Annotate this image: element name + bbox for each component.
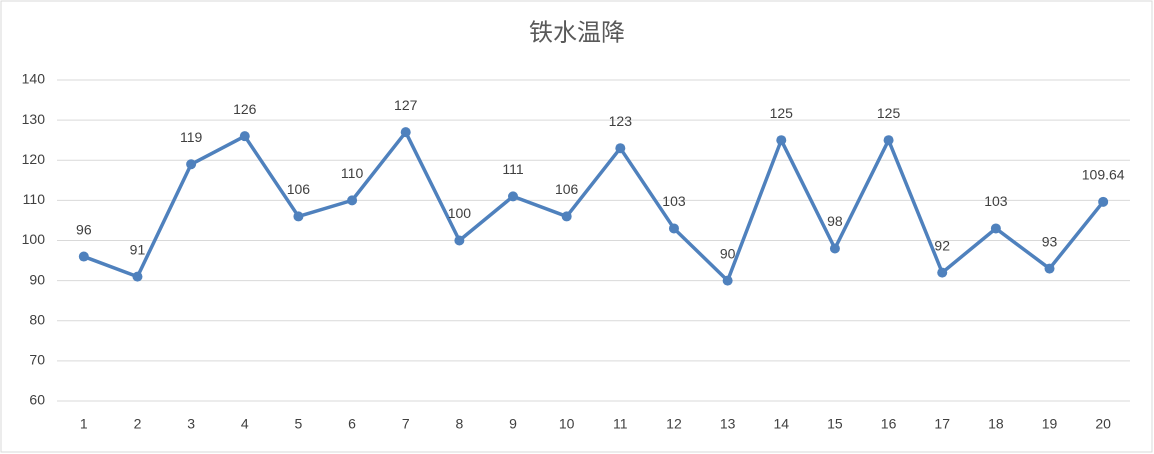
y-tick-label: 100: [22, 231, 46, 247]
y-tick-label: 80: [29, 311, 45, 327]
data-label: 106: [555, 181, 579, 197]
x-tick-label: 8: [455, 416, 463, 432]
point: [186, 159, 197, 170]
point: [400, 127, 411, 138]
data-label: 93: [1042, 233, 1058, 249]
x-tick-label: 13: [720, 416, 736, 432]
x-tick-label: 17: [934, 416, 950, 432]
x-tick-label: 20: [1095, 416, 1111, 432]
x-tick-label: 4: [241, 416, 249, 432]
point: [561, 211, 572, 222]
y-tick-label: 70: [29, 352, 45, 368]
x-tick-label: 3: [187, 416, 195, 432]
data-label: 98: [827, 213, 843, 229]
data-label: 91: [130, 241, 146, 257]
x-tick-label: 2: [134, 416, 142, 432]
x-tick-label: 14: [773, 416, 789, 432]
point: [508, 191, 519, 202]
point: [615, 143, 626, 154]
y-tick-label: 120: [22, 151, 46, 167]
data-label: 126: [233, 101, 257, 117]
x-tick-label: 11: [613, 416, 628, 432]
point: [937, 267, 948, 278]
y-tick-label: 60: [29, 392, 45, 408]
point: [78, 251, 89, 262]
data-label: 103: [662, 193, 686, 209]
y-tick-label: 110: [23, 191, 46, 207]
data-label: 123: [609, 113, 633, 129]
data-label: 127: [394, 97, 418, 113]
data-label: 109.64: [1082, 167, 1125, 183]
data-label: 103: [984, 193, 1008, 209]
x-tick-label: 7: [402, 416, 410, 432]
x-tick-label: 6: [348, 416, 356, 432]
data-label: 125: [770, 105, 794, 121]
chart-title: 铁水温降: [529, 19, 625, 46]
y-tick-label: 90: [29, 271, 45, 287]
y-tick-label: 140: [22, 71, 46, 87]
point: [722, 275, 733, 286]
point: [829, 243, 840, 254]
point: [293, 211, 304, 222]
x-tick-label: 16: [881, 416, 897, 432]
data-label: 111: [502, 161, 523, 177]
line: [83, 130, 1105, 283]
data-label: 100: [448, 205, 472, 221]
point: [454, 235, 465, 246]
point: [668, 223, 679, 234]
x-tick-label: 12: [666, 416, 682, 432]
x-tick-label: 15: [827, 416, 843, 432]
point: [347, 195, 358, 206]
data-label: 106: [287, 181, 311, 197]
data-label: 125: [877, 105, 901, 121]
y-tick-label: 130: [22, 111, 46, 127]
x-tick-label: 1: [80, 416, 88, 432]
point: [990, 223, 1001, 234]
point: [239, 131, 250, 142]
point: [132, 271, 143, 282]
data-label: 119: [180, 129, 203, 145]
x-tick-label: 5: [295, 416, 303, 432]
data-label: 90: [720, 245, 736, 261]
x-tick-label: 10: [559, 416, 575, 432]
x-tick-label: 18: [988, 416, 1004, 432]
point: [883, 135, 894, 146]
point: [1098, 196, 1109, 207]
data-label: 92: [934, 237, 950, 253]
point: [1044, 263, 1055, 274]
data-label: 96: [76, 221, 92, 237]
x-tick-label: 9: [509, 416, 517, 432]
data-label: 110: [341, 165, 364, 181]
x-tick-label: 19: [1042, 416, 1058, 432]
point: [776, 135, 787, 146]
